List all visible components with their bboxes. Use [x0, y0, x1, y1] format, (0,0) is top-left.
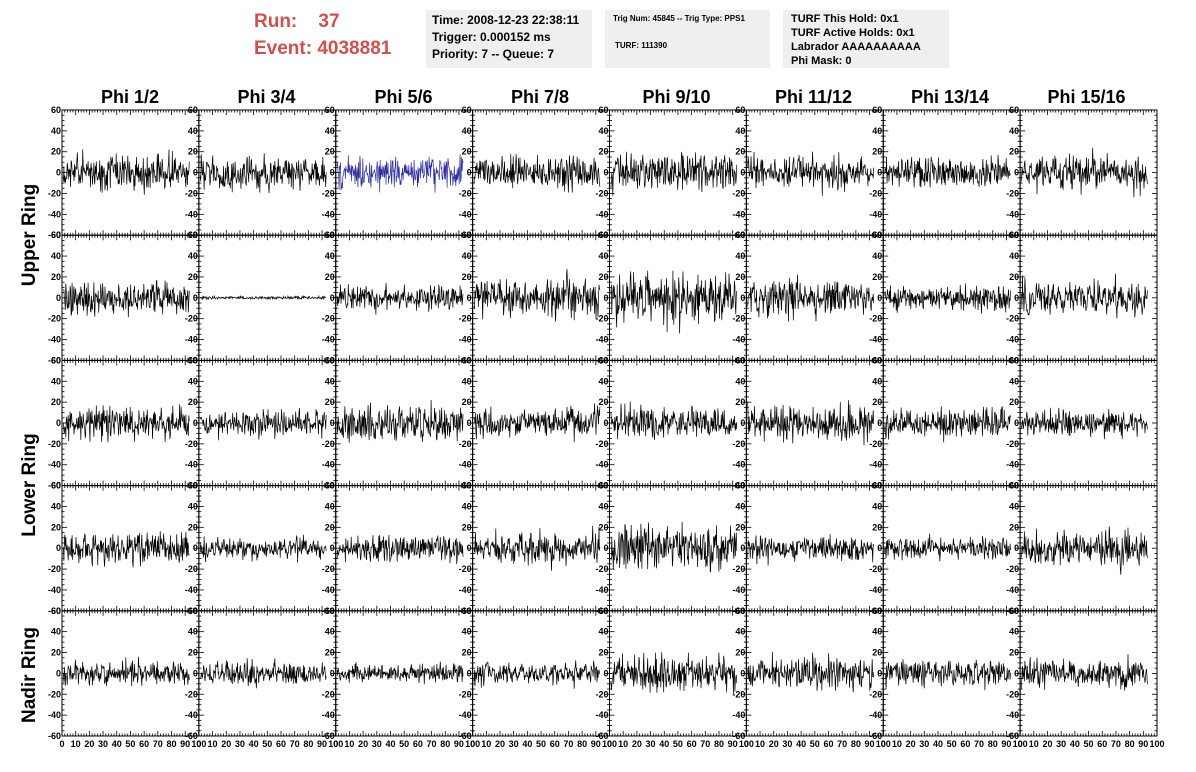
waveform-trace: [200, 294, 327, 301]
waveform-panel: [472, 109, 610, 236]
column-header-phi-9-10: Phi 9/10: [642, 87, 711, 107]
priority-text: Priority: 7 -- Queue: 7: [432, 47, 555, 61]
waveform-trace: [747, 534, 875, 566]
waveform-panel: [882, 359, 1021, 487]
waveform-panel: [745, 359, 884, 487]
waveform-trace: [199, 534, 327, 563]
waveform-trace: [336, 399, 464, 443]
run-event-info: Run: 37 Event: 4038881: [254, 8, 391, 62]
waveform-panel: [609, 109, 747, 236]
waveform-trace: [884, 283, 1011, 314]
waveform-panel: [198, 359, 337, 487]
waveform-trace: [336, 534, 464, 565]
waveform-trace: [473, 153, 601, 193]
waveform-panel: [882, 234, 1021, 361]
waveform-panel: [609, 234, 747, 361]
waveform-trace: [336, 282, 464, 315]
column-header-phi-7-8: Phi 7/8: [510, 87, 570, 107]
waveform-panel: [745, 485, 884, 612]
waveform-trace: [747, 274, 875, 322]
waveform-panel: [1019, 485, 1158, 612]
waveform-panel: [61, 234, 200, 361]
waveform-panel: [882, 485, 1021, 612]
waveform-panel: [609, 359, 747, 487]
column-header-phi-13-14: Phi 13/14: [910, 87, 990, 107]
time-info-box: Time: 2008-12-23 22:38:11 Trigger: 0.000…: [426, 10, 592, 68]
waveform-panel: [335, 359, 474, 487]
waveform-panel: [1019, 109, 1158, 236]
waveform-panel: [335, 485, 474, 612]
waveform-trace: [610, 151, 738, 196]
waveform-panel: [335, 234, 474, 361]
waveform-trace: [199, 153, 327, 194]
waveform-trace: [610, 521, 738, 573]
waveform-trace: [63, 531, 190, 568]
waveform-trace: [884, 406, 1011, 443]
waveform-panel: [61, 485, 200, 612]
event-label: Event:: [254, 38, 313, 59]
waveform-panel: [745, 234, 884, 361]
waveform-trace: [63, 279, 190, 318]
waveform-trace: [747, 400, 875, 446]
column-header-phi-11-12: Phi 11/12: [774, 87, 853, 107]
turf-this-hold: TURF This Hold: 0x1: [791, 13, 899, 25]
waveform-trace: [63, 149, 190, 195]
waveform-trace: [610, 270, 738, 334]
waveform-trace: [473, 268, 601, 322]
run-value: 37: [318, 11, 340, 32]
waveform-trace: [336, 154, 464, 193]
waveform-panel: [472, 485, 610, 612]
waveform-panel: [198, 485, 337, 612]
waveform-panel: [1019, 234, 1158, 361]
turf-info-box: TURF This Hold: 0x1 TURF Active Holds: 0…: [783, 10, 949, 68]
column-header-phi-15-16: Phi 15/16: [1047, 87, 1126, 107]
waveform-trace: [1021, 407, 1148, 440]
column-header-phi-5-6: Phi 5/6: [374, 87, 433, 107]
waveform-panel: [198, 234, 337, 361]
column-header-phi-3-4: Phi 3/4: [237, 87, 296, 107]
waveform-panel: [61, 610, 200, 737]
waveform-panel: [472, 359, 610, 487]
event-value: 4038881: [317, 38, 392, 59]
waveform-trace: [884, 154, 1011, 188]
waveform-trace: [63, 404, 190, 443]
waveform-panel: [609, 485, 747, 612]
panel-frame: [198, 109, 337, 236]
waveform-panel: [61, 359, 200, 487]
waveform-trace: [1021, 526, 1148, 575]
panel-frame: [335, 109, 474, 236]
trig-num-text: Trig Num: 45845 -- Trig Type: PPS1: [613, 14, 745, 23]
time-text: Time: 2008-12-23 22:38:11: [432, 13, 580, 27]
turf-text: TURF: 111390: [615, 41, 668, 50]
panel-frame: [335, 234, 474, 361]
turf-active-holds: TURF Active Holds: 0x1: [791, 27, 915, 39]
waveform-trace: [473, 403, 601, 443]
waveform-panel: [472, 234, 610, 361]
waveform-trace: [1021, 147, 1148, 198]
waveform-panel: [745, 109, 884, 236]
waveform-trace: [1021, 273, 1148, 319]
trigger-text: Trigger: 0.000152 ms: [432, 30, 551, 44]
waveform-panel: [882, 109, 1021, 236]
waveform-trace: [610, 401, 738, 440]
phi-mask-text: Phi Mask: 0: [791, 55, 852, 67]
column-header-phi-1-2: Phi 1/2: [100, 87, 160, 107]
waveform-trace: [473, 525, 601, 571]
labrador-text: Labrador AAAAAAAAAA: [791, 41, 921, 53]
waveform-trace: [747, 151, 875, 196]
run-label: Run:: [254, 11, 298, 32]
trigger-info-box: Trig Num: 45845 -- Trig Type: PPS1 TURF:…: [605, 10, 770, 68]
waveform-panel: [1019, 359, 1158, 487]
waveform-trace: [884, 533, 1011, 562]
waveform-panel: [335, 109, 474, 236]
waveform-panel: [198, 109, 337, 236]
waveform-panel: [61, 109, 200, 236]
waveform-trace: [199, 407, 327, 441]
